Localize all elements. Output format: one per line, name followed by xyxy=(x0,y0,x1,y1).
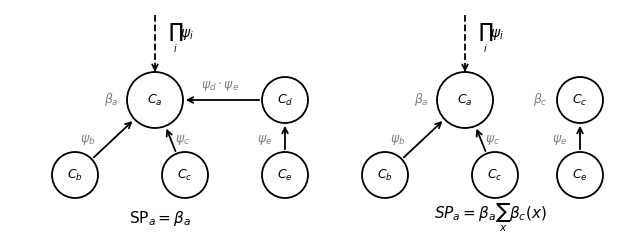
Text: $\beta_a$: $\beta_a$ xyxy=(104,91,119,108)
Text: $C_c$: $C_c$ xyxy=(487,168,502,183)
Text: $\psi_b$: $\psi_b$ xyxy=(79,133,95,147)
Text: $\beta_a$: $\beta_a$ xyxy=(414,91,429,108)
Circle shape xyxy=(52,152,98,198)
Text: $\prod_i \psi_i$: $\prod_i \psi_i$ xyxy=(478,22,504,55)
Text: $\psi_c$: $\psi_c$ xyxy=(485,133,500,147)
Text: $C_e$: $C_e$ xyxy=(277,168,293,183)
Text: $\beta_c$: $\beta_c$ xyxy=(533,91,548,108)
Text: $\psi_b$: $\psi_b$ xyxy=(390,133,405,147)
Circle shape xyxy=(362,152,408,198)
Text: $C_b$: $C_b$ xyxy=(377,168,393,183)
Text: $\psi_c$: $\psi_c$ xyxy=(175,133,190,147)
Text: $\mathrm{SP}_a = \beta_a$: $\mathrm{SP}_a = \beta_a$ xyxy=(129,209,191,228)
Text: $C_c$: $C_c$ xyxy=(177,168,193,183)
Text: $C_a$: $C_a$ xyxy=(457,92,473,108)
Text: $C_d$: $C_d$ xyxy=(277,92,293,108)
Text: $C_c$: $C_c$ xyxy=(572,92,588,108)
Text: $\psi_d \cdot \psi_e$: $\psi_d \cdot \psi_e$ xyxy=(201,79,239,93)
Circle shape xyxy=(262,152,308,198)
Circle shape xyxy=(437,72,493,128)
Circle shape xyxy=(557,77,603,123)
Text: $\psi_e$: $\psi_e$ xyxy=(257,133,272,147)
Circle shape xyxy=(127,72,183,128)
Text: $SP_a = \beta_a \sum_x \beta_c(x)$: $SP_a = \beta_a \sum_x \beta_c(x)$ xyxy=(434,202,547,234)
Text: $\psi_e$: $\psi_e$ xyxy=(552,133,567,147)
Circle shape xyxy=(557,152,603,198)
Text: $C_a$: $C_a$ xyxy=(147,92,163,108)
Text: $C_b$: $C_b$ xyxy=(67,168,83,183)
Circle shape xyxy=(162,152,208,198)
Circle shape xyxy=(262,77,308,123)
Circle shape xyxy=(472,152,518,198)
Text: $C_e$: $C_e$ xyxy=(572,168,588,183)
Text: $\prod_i \psi_i$: $\prod_i \psi_i$ xyxy=(168,22,194,55)
